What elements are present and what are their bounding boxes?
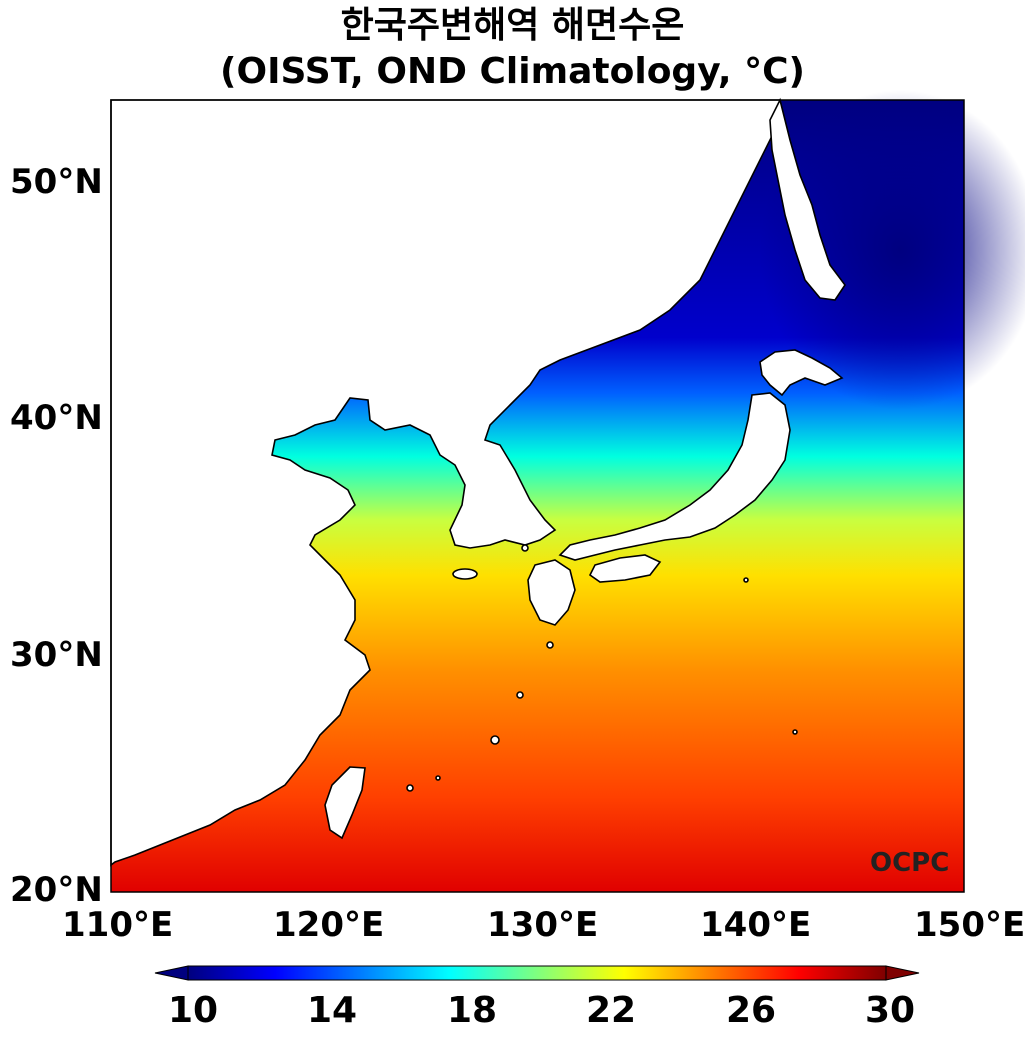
lat-label-20: 20°N — [10, 870, 103, 910]
colorbar-tick-14: 14 — [307, 990, 358, 1031]
lon-label-130: 130°E — [487, 905, 599, 945]
lon-label-150: 150°E — [914, 905, 1025, 945]
colorbar-tick-26: 26 — [726, 990, 777, 1031]
lon-label-140: 140°E — [700, 905, 812, 945]
asia-mainland — [110, 99, 781, 867]
land — [110, 97, 846, 867]
kyushu — [527, 559, 576, 626]
shikoku — [588, 554, 662, 583]
colorbar-tick-22: 22 — [586, 990, 637, 1031]
lon-label-110: 110°E — [62, 905, 174, 945]
colorbar-tick-18: 18 — [447, 990, 498, 1031]
lat-label-40: 40°N — [10, 398, 103, 438]
honshu — [558, 392, 791, 561]
lon-label-120: 120°E — [273, 905, 385, 945]
credit-watermark: OCPC — [870, 848, 950, 878]
colorbar-tick-30: 30 — [865, 990, 916, 1031]
lat-label-30: 30°N — [10, 635, 103, 675]
lat-label-50: 50°N — [10, 162, 103, 202]
taiwan — [324, 766, 366, 840]
cold-water-region — [760, 90, 1025, 410]
colorbar-scale — [187, 965, 887, 981]
colorbar-extend-min — [154, 965, 189, 981]
map-title-line2: (OISST, OND Climatology, °C) — [220, 51, 805, 92]
colorbar — [154, 965, 920, 981]
map-frame — [110, 99, 965, 893]
colorbar-extend-max — [885, 965, 920, 981]
colorbar-tick-10: 10 — [168, 990, 219, 1031]
map-title-line1: 한국주변해역 해면수온 — [340, 5, 685, 46]
sakhalin — [769, 97, 846, 301]
hokkaido — [759, 349, 844, 397]
jeju-island — [452, 568, 478, 580]
